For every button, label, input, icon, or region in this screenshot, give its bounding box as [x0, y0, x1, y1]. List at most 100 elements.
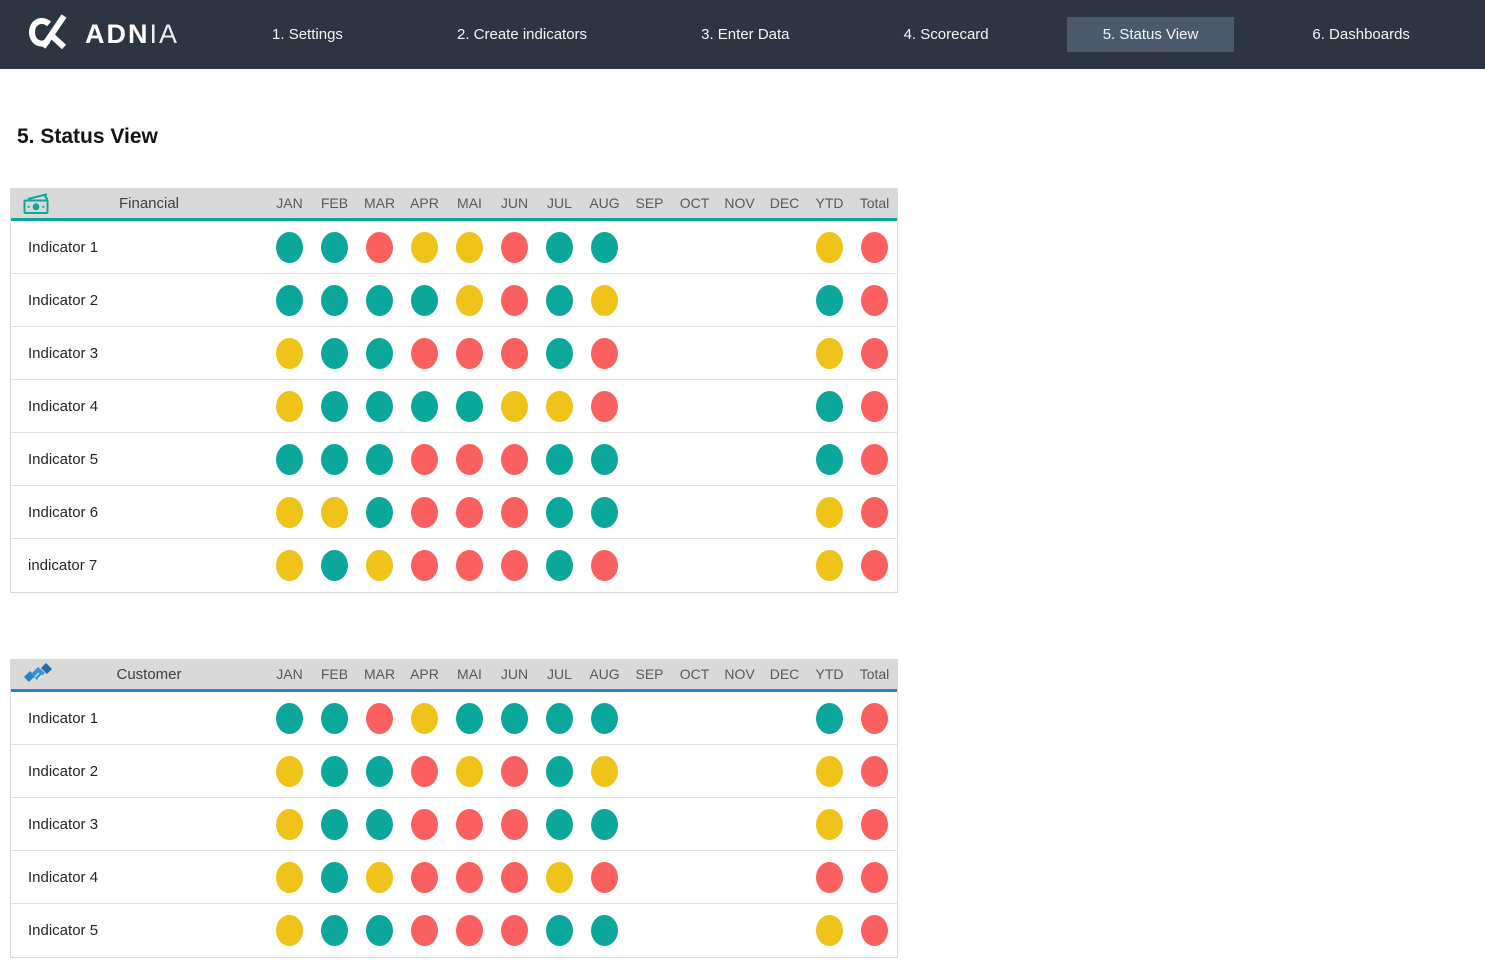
- status-cell-total: [852, 745, 897, 797]
- indicator-label: Indicator 2: [28, 762, 99, 780]
- status-dot: [546, 550, 573, 581]
- status-cell-jan: [267, 274, 312, 326]
- status-cell-nov: [717, 433, 762, 485]
- status-dot: [366, 443, 393, 475]
- nav-menu: 1. Settings 2. Create indicators 3. Enter …: [215, 17, 1485, 52]
- indicator-label: Indicator 4: [28, 868, 99, 886]
- status-cell-sep: [627, 851, 672, 903]
- status-dot: [366, 337, 393, 369]
- month-header-sep: SEP: [635, 195, 664, 211]
- status-dot: [276, 337, 303, 369]
- status-cell-sep: [627, 798, 672, 850]
- status-dot: [411, 755, 438, 787]
- brand-name: ADNIA: [85, 19, 180, 49]
- status-cell-mai: [447, 433, 492, 485]
- status-cell-apr: [402, 539, 447, 592]
- status-cell-feb: [312, 274, 357, 326]
- status-cell-oct: [672, 539, 717, 592]
- status-dot: [591, 337, 618, 369]
- month-header-dec: DEC: [769, 666, 800, 682]
- status-dot: [816, 550, 843, 581]
- status-dot: [501, 808, 528, 840]
- status-cell-dec: [762, 798, 807, 850]
- nav-item-3-enter-data[interactable]: 3. Enter Data: [701, 26, 790, 43]
- status-cell-apr: [402, 851, 447, 903]
- status-dot: [276, 284, 303, 316]
- status-dot: [366, 915, 393, 946]
- status-dot: [276, 861, 303, 893]
- status-cell-apr: [402, 221, 447, 273]
- status-dot: [861, 550, 888, 581]
- month-header-jun: JUN: [500, 195, 529, 211]
- handshake-icon: [23, 661, 55, 687]
- status-dot: [546, 284, 573, 316]
- status-cell-jul: [537, 539, 582, 592]
- status-cell-sep: [627, 274, 672, 326]
- status-dot: [816, 808, 843, 840]
- status-dot: [321, 550, 348, 581]
- indicator-label: Indicator 5: [28, 450, 99, 468]
- status-cell-oct: [672, 692, 717, 744]
- status-dot: [591, 915, 618, 946]
- status-dot: [546, 231, 573, 263]
- status-cell-mar: [357, 851, 402, 903]
- status-dot: [366, 231, 393, 263]
- status-cell-feb: [312, 692, 357, 744]
- month-header-mar: MAR: [363, 666, 396, 682]
- status-cell-nov: [717, 904, 762, 957]
- status-cell-dec: [762, 851, 807, 903]
- status-cell-oct: [672, 798, 717, 850]
- status-cell-jun: [492, 692, 537, 744]
- month-header-ytd: YTD: [815, 195, 844, 211]
- status-cell-feb: [312, 745, 357, 797]
- status-cell-jun: [492, 327, 537, 379]
- status-cell-jun: [492, 380, 537, 432]
- status-dot: [546, 861, 573, 893]
- nav-item-4-scorecard[interactable]: 4. Scorecard: [903, 26, 989, 43]
- nav-item-5-status-view[interactable]: 5. Status View: [1066, 17, 1235, 52]
- nav-item-6-dashboards[interactable]: 6. Dashboards: [1312, 26, 1410, 43]
- status-cell-sep: [627, 692, 672, 744]
- status-dot: [816, 755, 843, 787]
- status-cell-apr: [402, 692, 447, 744]
- status-cell-ytd: [807, 851, 852, 903]
- status-dot: [861, 231, 888, 263]
- status-cell-apr: [402, 380, 447, 432]
- status-cell-ytd: [807, 274, 852, 326]
- status-dot: [816, 496, 843, 528]
- status-dot: [321, 443, 348, 475]
- section-title: Financial: [118, 194, 180, 212]
- status-cell-jan: [267, 539, 312, 592]
- indicator-label: Indicator 2: [28, 291, 99, 309]
- status-cell-aug: [582, 221, 627, 273]
- status-cell-jan: [267, 904, 312, 957]
- month-header-nov: NOV: [724, 195, 755, 211]
- status-dot: [456, 861, 483, 893]
- status-dot: [321, 755, 348, 787]
- nav-item-1-settings[interactable]: 1. Settings: [272, 26, 343, 43]
- status-cell-total: [852, 274, 897, 326]
- status-cell-jul: [537, 851, 582, 903]
- month-header-jul: JUL: [547, 666, 572, 682]
- status-cell-sep: [627, 433, 672, 485]
- status-dot: [591, 755, 618, 787]
- status-cell-total: [852, 486, 897, 538]
- status-dot: [501, 702, 528, 734]
- status-cell-mai: [447, 221, 492, 273]
- status-dot: [861, 337, 888, 369]
- status-cell-jan: [267, 221, 312, 273]
- status-cell-aug: [582, 904, 627, 957]
- status-cell-ytd: [807, 486, 852, 538]
- status-cell-ytd: [807, 904, 852, 957]
- status-cell-apr: [402, 274, 447, 326]
- status-dot: [456, 808, 483, 840]
- status-cell-dec: [762, 904, 807, 957]
- status-dot: [321, 702, 348, 734]
- nav-item-2-create-indicators[interactable]: 2. Create indicators: [456, 26, 588, 43]
- status-cell-apr: [402, 904, 447, 957]
- status-dot: [366, 496, 393, 528]
- month-header-total: Total: [859, 195, 890, 211]
- status-dot: [861, 861, 888, 893]
- status-cell-mai: [447, 274, 492, 326]
- status-dot: [366, 755, 393, 787]
